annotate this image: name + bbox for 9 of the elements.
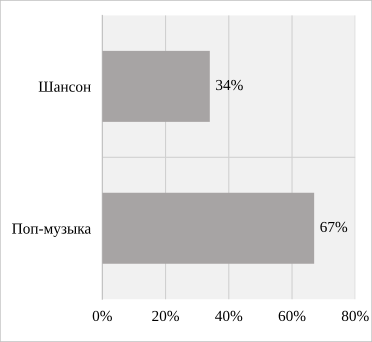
y-tick-label: Шансон bbox=[38, 82, 91, 92]
data-label: 67% bbox=[320, 222, 348, 232]
x-tick-label: 40% bbox=[215, 310, 242, 322]
x-tick-label: 20% bbox=[152, 310, 180, 322]
y-tick-label: Поп-музыка bbox=[12, 224, 91, 237]
x-tick-label: 0% bbox=[92, 310, 112, 322]
x-tick-label: 80% bbox=[342, 310, 369, 322]
x-tick-label: 60% bbox=[278, 310, 306, 322]
data-label: 34% bbox=[216, 80, 243, 90]
